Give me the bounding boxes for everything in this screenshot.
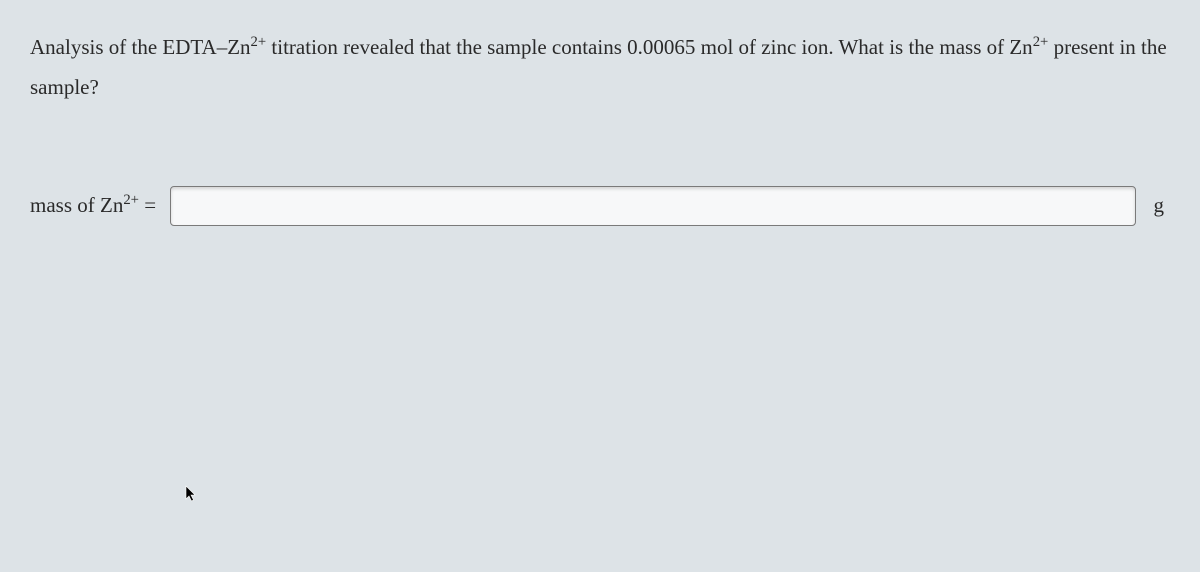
mass-input[interactable] bbox=[170, 186, 1135, 226]
answer-row: mass of Zn2+ = g bbox=[30, 186, 1170, 226]
answer-label-pre: mass of Zn bbox=[30, 193, 123, 217]
cursor-icon bbox=[185, 485, 199, 508]
answer-label: mass of Zn2+ = bbox=[30, 193, 156, 218]
question-part-1: Analysis of the EDTA–Zn bbox=[30, 35, 251, 59]
answer-label-post: = bbox=[139, 193, 156, 217]
question-text: Analysis of the EDTA–Zn2+ titration reve… bbox=[30, 28, 1170, 108]
answer-label-sup: 2+ bbox=[123, 192, 139, 208]
question-sup-1: 2+ bbox=[251, 34, 267, 50]
question-sup-2: 2+ bbox=[1033, 34, 1049, 50]
unit-label: g bbox=[1150, 193, 1171, 218]
question-part-2: titration revealed that the sample conta… bbox=[266, 35, 1033, 59]
